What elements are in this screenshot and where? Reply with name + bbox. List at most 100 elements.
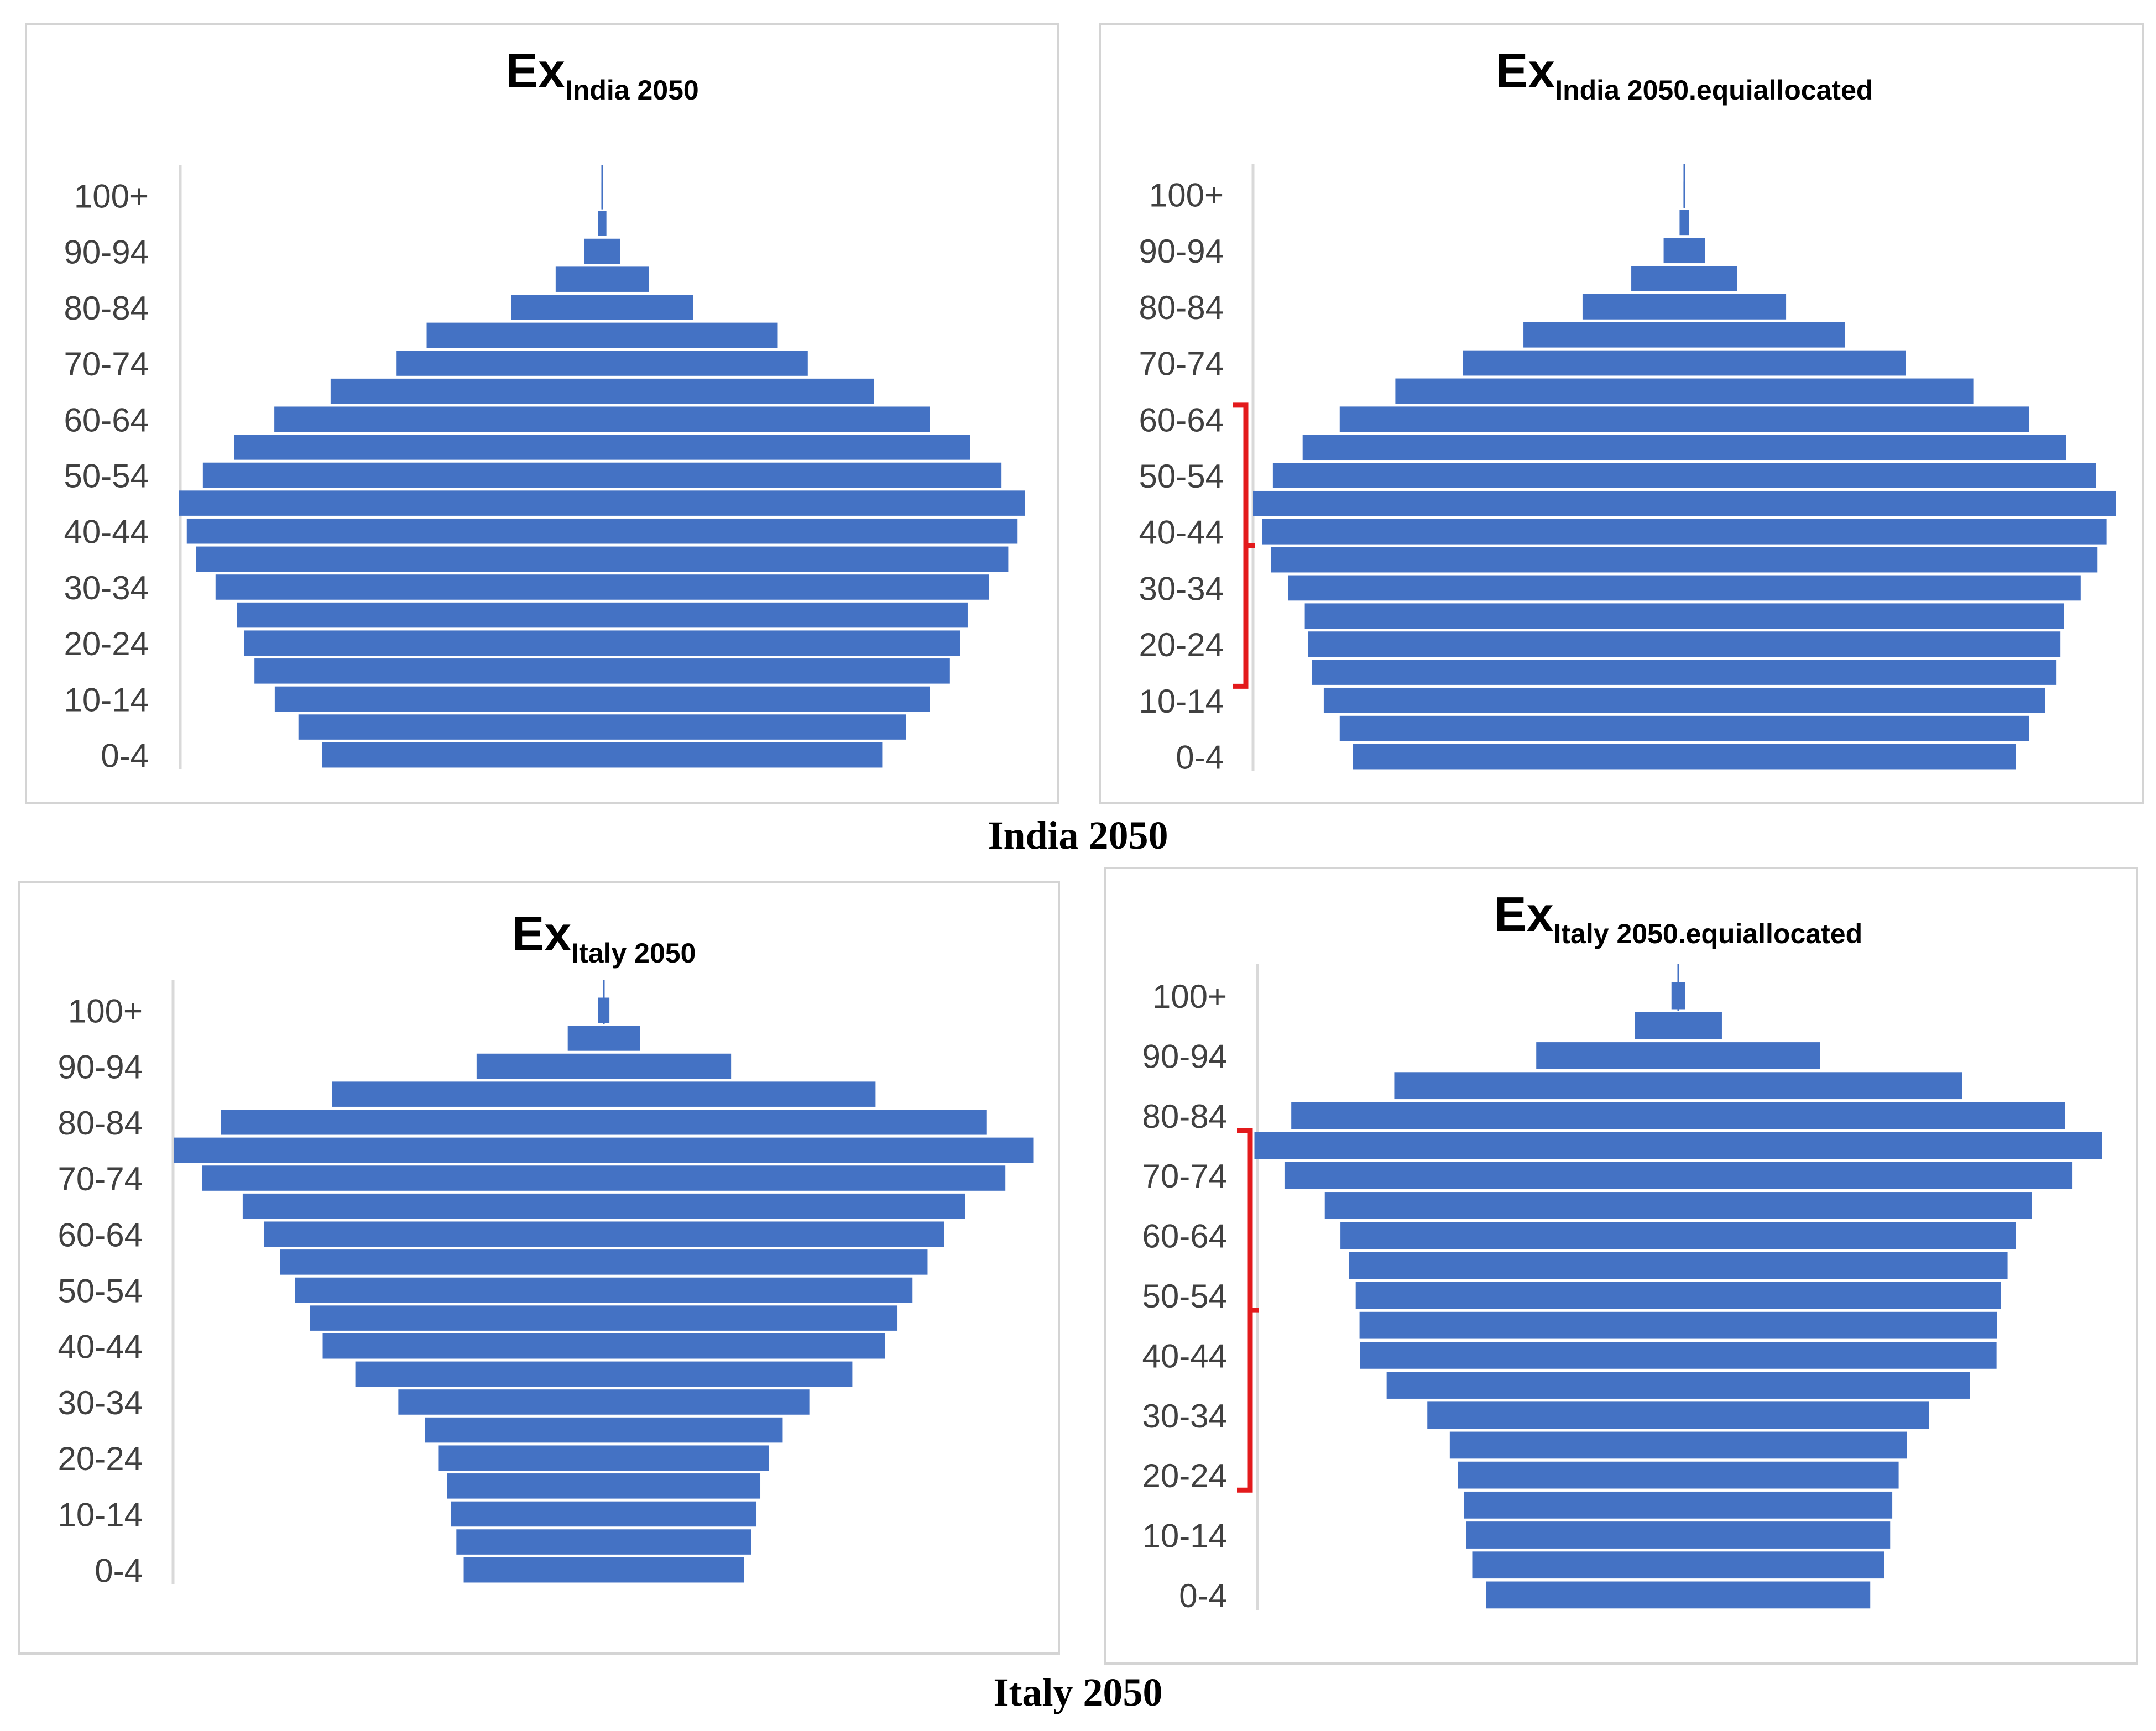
bar-85-89 [332,1081,876,1107]
bar-85-89 [1394,1072,1962,1100]
bar-75-79 [426,322,778,348]
chart-italy: ExItaly 2050 0-4 10-14 20-24 30-34 40-44 50-54… [58,906,1034,1589]
bar-40-44 [186,518,1018,544]
bar-30-34 [1427,1401,1929,1429]
bar-10-14 [274,686,930,712]
bar-10-14 [1466,1521,1891,1549]
bar-55-59 [234,435,970,460]
bar-25-29 [1449,1431,1907,1459]
tick-label: 90-94 [58,1049,143,1086]
tick-label: 40-44 [1139,514,1224,551]
bar-95-99 [1635,1012,1722,1039]
bar-40-44 [1360,1341,1997,1369]
tick-label: 40-44 [1142,1337,1227,1374]
bar-35-39 [1271,547,2098,573]
tick-label: 80-84 [1139,289,1224,326]
bar-45-49 [179,490,1025,516]
bar-25-29 [1304,603,2064,629]
bar-70-74 [202,1165,1006,1191]
bar-20-24 [438,1445,769,1471]
bar-65-69 [330,378,874,404]
bar-45-49 [1359,1311,1997,1339]
tick-label: 0-4 [1176,739,1224,776]
bar-90-94 [1663,238,1705,264]
bar-45-49 [1253,490,2116,516]
caption-italy: Italy 2050 [993,1670,1163,1714]
bar-40-44 [322,1333,885,1359]
tick-label: 80-84 [58,1105,143,1142]
bar-20-24 [244,630,960,656]
bar-65-69 [1324,1192,2032,1219]
chart-title-main: Ex [1496,43,1555,98]
bar-20-24 [1458,1461,1899,1489]
chart-title: ExIndia 2050 [505,43,698,106]
chart-panel-india: ExIndia 2050 0-4 10-14 20-24 30-34 40-44 50-54… [25,23,1059,804]
tick-label: 70-74 [1139,346,1224,383]
chart-title-main: Ex [505,43,565,98]
bar-55-59 [1349,1252,2008,1279]
tick-label: 90-94 [1139,233,1224,270]
tick-label: 30-34 [64,569,149,606]
bar-55-59 [280,1249,928,1275]
bar-80-84 [511,295,693,320]
bar-0-4 [463,1557,744,1583]
tick-label: 60-64 [64,401,149,438]
bar-80-84 [1582,294,1787,320]
tick-label: 60-64 [1142,1218,1227,1255]
tick-label: 100+ [1152,978,1227,1015]
tick-label: 0-4 [101,738,149,775]
bar-25-29 [237,602,968,628]
tick-label: 100+ [74,177,149,215]
bar-30-34 [215,574,989,600]
tick-label: 10-14 [58,1496,143,1533]
chart-title-main: Ex [1494,887,1554,942]
tick-label: 70-74 [1142,1158,1227,1195]
bar-5-9 [456,1529,751,1555]
bar-25-29 [425,1417,783,1443]
highlight-bracket [1233,402,1255,689]
bar-75-79 [174,1137,1034,1163]
bar-85-89 [555,266,649,292]
bar-35-39 [1386,1372,1970,1399]
bar-40-44 [1262,519,2107,545]
bar-75-79 [1254,1132,2102,1159]
bar-30-34 [1288,575,2081,601]
bar-10-14 [1323,687,2045,713]
tick-label: 60-64 [58,1216,143,1253]
bar-65-69 [242,1193,965,1219]
tick-label: 90-94 [64,234,149,271]
bar-50-54 [295,1277,913,1303]
bar-50-54 [1355,1282,2001,1309]
tick-label: 60-64 [1139,401,1224,438]
bar-0-4 [1486,1581,1871,1609]
bar-80-84 [221,1110,987,1135]
tick-label: 20-24 [1139,626,1224,663]
chart-title-subscript: India 2050.equiallocated [1555,75,1873,106]
tick-label: 50-54 [58,1273,143,1310]
tick-label: 80-84 [64,290,149,327]
bar-35-39 [355,1361,853,1387]
tick-label: 30-34 [58,1384,143,1421]
chart-panel-india-equiallocated: ExIndia 2050.equiallocated 0-4 10-14 20-24 3… [1099,23,2144,804]
tick-label: 30-34 [1142,1398,1227,1435]
tick-label: 70-74 [64,346,149,383]
bar-50-54 [1272,463,2096,488]
chart-panel-italy-equiallocated: ExItaly 2050.equiallocated 0-4 10-14 20-24 3… [1104,867,2138,1665]
bar-70-74 [1284,1162,2073,1189]
tick-label: 50-54 [1142,1278,1227,1315]
tick-label: 50-54 [64,458,149,495]
tick-label: 10-14 [1142,1518,1227,1555]
bar-95-99 [567,1026,640,1051]
tick-label: 80-84 [1142,1098,1227,1135]
bar-0-4 [322,742,883,768]
bar-75-79 [1523,322,1845,348]
bar-90-94 [1536,1042,1820,1069]
bar-10-14 [451,1501,757,1527]
chart-italy-equiallocated: ExItaly 2050.equiallocated 0-4 10-14 20-24 3… [1142,887,2102,1614]
tick-label: 100+ [1149,176,1224,213]
bar-20-24 [1308,631,2061,657]
bar-80-84 [1291,1102,2065,1129]
tick-label: 50-54 [1139,458,1224,495]
chart-title-main: Ex [512,906,572,961]
bar-70-74 [396,351,808,376]
